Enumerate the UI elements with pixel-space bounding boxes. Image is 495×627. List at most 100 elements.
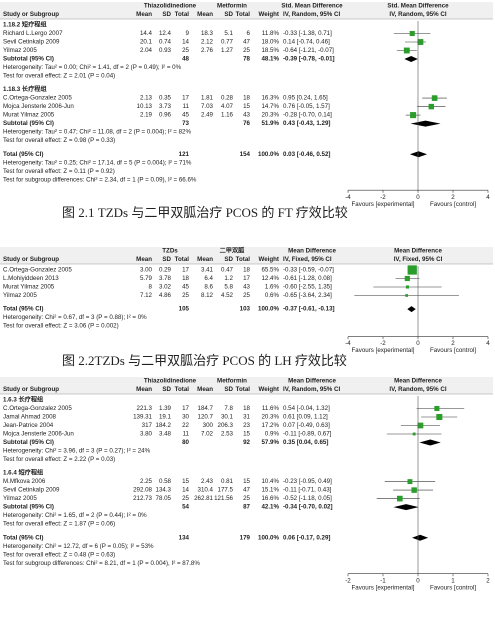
study-cell: 18: [243, 405, 250, 412]
study-cell: 0.9%: [265, 431, 280, 438]
header: 二甲双胍: [220, 247, 246, 255]
study-cell: C.Ortega-Gonzalez 2005: [3, 405, 72, 412]
study-cell: 262.81: [194, 495, 213, 502]
study-cell: 22: [182, 422, 189, 429]
column-header: Mean: [197, 386, 213, 393]
column-header: SD: [162, 386, 171, 393]
study-cell: Yilmaz 2005: [3, 47, 37, 54]
study-cell: 120.7: [198, 414, 214, 421]
group-title: 1.6.4 短疗程组: [3, 469, 44, 477]
study-cell: Sevil Cetinkalp 2009: [3, 487, 60, 494]
favours-left: Favours [experimental]: [352, 201, 415, 208]
study-cell: 78.05: [156, 495, 172, 502]
note: Heterogeneity: Tau² = 0.25; Chi² = 17.14…: [3, 159, 192, 166]
diamond: [409, 151, 428, 158]
study-cell: 15.1%: [261, 487, 279, 494]
note: Test for overall effect: Z = 0.11 (P = 0…: [3, 168, 115, 175]
summary-cell: Total (95% CI): [3, 306, 43, 313]
point-estimate: [407, 265, 417, 275]
study-cell: 5.1: [224, 30, 233, 37]
study-cell: 2.13: [140, 95, 153, 102]
diamond: [412, 534, 429, 541]
study-cell: 184.7: [198, 405, 214, 412]
study-cell: 47: [243, 487, 250, 494]
study-cell: 14.4: [140, 30, 153, 37]
header-band: [0, 247, 493, 264]
study-cell: 17: [243, 275, 250, 282]
study-cell: 17.2%: [261, 422, 279, 429]
study-cell: 25: [182, 292, 189, 299]
header: Mean Difference: [394, 378, 442, 385]
study-cell: 11: [183, 431, 190, 438]
study-cell: 0.81: [221, 478, 234, 485]
column-header: Study or Subgroup: [3, 386, 59, 393]
study-cell: 0.93: [159, 47, 172, 54]
study-cell: 1.2: [224, 275, 233, 282]
diamond: [419, 439, 441, 446]
study-cell: 47: [243, 39, 250, 46]
point-estimate: [396, 495, 403, 502]
study-cell: 6: [247, 30, 251, 37]
study-cell: 30: [182, 414, 189, 421]
study-cell: -0.52 [-1.18, 0.05]: [283, 495, 332, 502]
study-cell: L.Mohiyiddeen 2013: [3, 275, 59, 282]
note: Heterogeneity: Tau² = 0.00; Chi² = 1.41,…: [3, 64, 182, 71]
study-cell: 3.00: [140, 267, 153, 274]
summary-cell: 76: [243, 120, 250, 127]
summary-cell: Subtotal (95% CI): [3, 439, 54, 446]
study-cell: 3.78: [159, 275, 172, 282]
study-cell: 3.80: [140, 431, 153, 438]
study-cell: 317: [142, 422, 153, 429]
study-cell: 15: [243, 478, 250, 485]
study-cell: 8.6: [204, 284, 213, 291]
study-cell: 25: [182, 495, 189, 502]
study-cell: Richard L.Lergo 2007: [3, 30, 63, 37]
study-cell: 10.4%: [261, 478, 279, 485]
diamond: [410, 120, 441, 127]
study-cell: 15: [243, 431, 250, 438]
summary-cell: 92: [243, 439, 250, 446]
point-estimate: [428, 103, 435, 110]
study-cell: 25: [243, 292, 250, 299]
tick-label: 0: [416, 577, 420, 584]
header: Metformin: [217, 3, 247, 10]
column-header: SD: [162, 11, 171, 18]
point-estimate: [411, 487, 417, 493]
note: Heterogeneity: Chi² = 12.72, df = 6 (P =…: [3, 543, 154, 550]
column-header: Mean: [136, 386, 152, 393]
tick-label: -2: [380, 340, 386, 347]
diamond: [404, 56, 418, 62]
study-cell: Sevil Cetinkalp 2009: [3, 39, 60, 46]
column-header: Study or Subgroup: [3, 256, 59, 263]
study-cell: 65.5%: [261, 267, 279, 274]
summary-cell: 154: [240, 151, 251, 158]
diamond: [393, 504, 419, 511]
summary-cell: 100.0%: [258, 306, 279, 313]
study-cell: 31: [243, 414, 250, 421]
header: TZDs: [162, 248, 178, 255]
study-cell: 3.02: [159, 284, 172, 291]
point-estimate: [417, 39, 424, 45]
summary-cell: -0.39 [-0.78, -0.01]: [283, 56, 335, 63]
caption: 图 2.2TZDs 与二甲双胍治疗 PCOS 的 LH 疗效比较: [62, 353, 347, 368]
caption: 图 2.1 TZDs 与二甲双胍治疗 PCOS 的 FT 疗效比较: [62, 205, 348, 220]
study-cell: 16.6%: [261, 495, 279, 502]
study-cell: -0.11 [-0.71, 0.43]: [283, 487, 332, 494]
note: Heterogeneity: Chi² = 1.65, df = 2 (P = …: [3, 512, 147, 519]
tick-label: 2: [486, 577, 490, 584]
study-cell: 4.07: [221, 103, 234, 110]
summary-cell: Subtotal (95% CI): [3, 504, 54, 511]
study-cell: Murat Yilmaz 2005: [3, 112, 55, 119]
study-cell: 2.04: [140, 47, 153, 54]
summary-cell: 103: [240, 306, 251, 313]
summary-cell: 0.35 [0.04, 0.65]: [283, 439, 328, 446]
header: Thiazolidinedione: [144, 378, 197, 385]
study-cell: 18: [182, 275, 189, 282]
note: Test for subgroup differences: Chi² = 8.…: [3, 560, 200, 567]
study-cell: -0.33 [-0.59, -0.07]: [283, 267, 334, 274]
study-cell: 11.8%: [262, 30, 280, 37]
column-header: Total: [175, 256, 190, 263]
study-cell: Murat Yilmaz 2005: [3, 284, 55, 291]
study-cell: M.Mfkova 2006: [3, 478, 46, 485]
